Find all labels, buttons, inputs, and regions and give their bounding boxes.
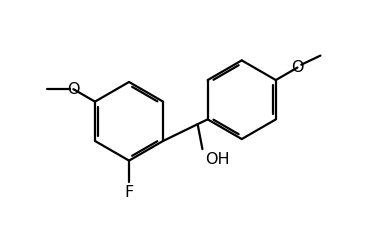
Text: O: O <box>291 60 304 75</box>
Text: F: F <box>124 185 134 200</box>
Text: O: O <box>67 82 80 97</box>
Text: OH: OH <box>205 151 229 167</box>
